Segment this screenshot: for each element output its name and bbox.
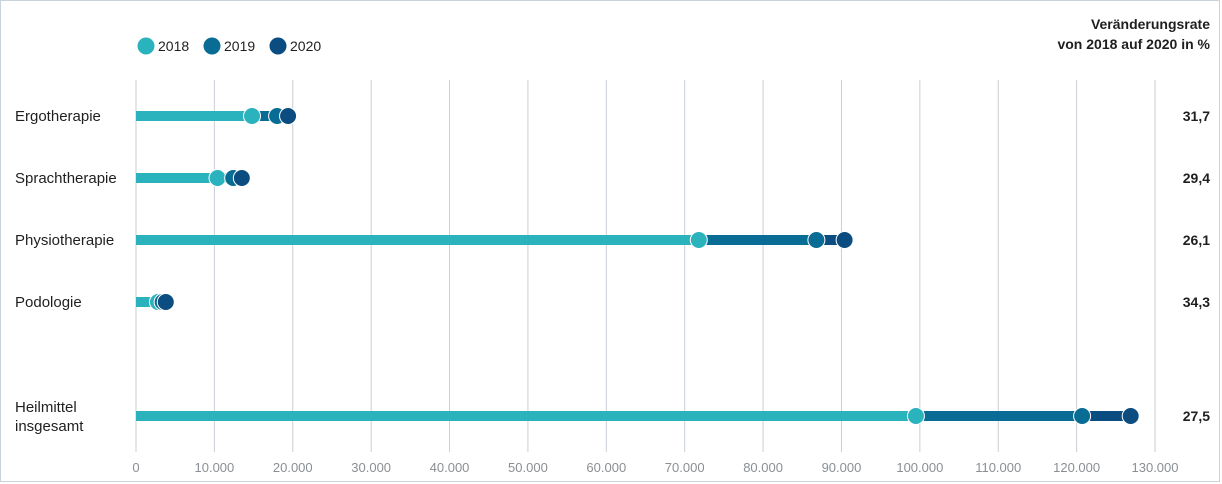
rate-header: Veränderungsrate von 2018 auf 2020 in % [1057,16,1210,52]
bar-segment-2018 [136,173,218,183]
x-tick-label: 60.000 [586,460,626,475]
x-tick-label: 70.000 [665,460,705,475]
x-tick-label: 10.000 [195,460,235,475]
bar-segment-2020 [816,235,845,245]
bar-segment-2018 [136,297,158,307]
x-tick-label: 100.000 [896,460,943,475]
category-label: Ergotherapie [15,108,101,125]
category-label: Sprachtherapie [15,170,117,187]
legend-label-2020: 2020 [290,38,321,54]
rate-value: 26,1 [1183,232,1210,248]
rate-value: 27,5 [1183,408,1210,424]
legend-marker-2020 [269,37,287,55]
legend-marker-2019 [203,37,221,55]
grid-lines [135,80,1156,452]
rate-value: 31,7 [1183,108,1210,124]
category-label: Podologie [15,294,82,311]
bar-segment-2018 [136,411,916,421]
dot-2020 [1121,407,1140,425]
rate-labels: 31,7 29,4 26,1 34,3 27,5 [1183,108,1210,424]
x-tick-label: 50.000 [508,460,548,475]
legend-label-2019: 2019 [224,38,255,54]
category-label: Heilmittel [15,399,77,416]
x-tick-label: 110.000 [975,460,1021,475]
dot-2019 [807,231,826,249]
x-tick-labels: 0 10.000 20.000 30.000 40.000 50.000 60.000 70.… [132,460,1178,475]
dot-2020 [156,293,175,311]
rate-header-line: Veränderungsrate [1091,16,1210,32]
legend-marker-2018 [137,37,155,55]
x-tick-label: 0 [132,460,139,475]
x-tick-label: 20.000 [273,460,313,475]
bar-segment-2019 [915,411,1083,421]
dot-2019 [1073,407,1092,425]
bar-segment-2019 [252,111,278,121]
legend-label-2018: 2018 [158,38,189,54]
x-tick-label: 130.000 [1132,460,1179,475]
dot-2018 [243,107,262,125]
x-tick-label: 40.000 [430,460,470,475]
x-tick-label: 80.000 [743,460,783,475]
rate-header-line: von 2018 auf 2020 in % [1057,36,1210,52]
bar-segment-2018 [136,235,699,245]
bars [136,111,1131,421]
bar-segment-2020 [1082,411,1131,421]
rate-value: 29,4 [1183,170,1210,186]
category-label: insgesamt [15,418,84,435]
x-tick-label: 120.000 [1053,460,1100,475]
dot-2020 [279,107,298,125]
legend: 2018 2019 2020 [137,37,321,55]
category-labels: Ergotherapie Sprachtherapie Physiotherapie… [15,108,117,435]
dot-2018 [208,169,227,187]
dot-2018 [906,407,925,425]
dot-2018 [689,231,708,249]
rate-value: 34,3 [1183,294,1210,310]
x-tick-label: 90.000 [822,460,862,475]
bar-segment-2018 [136,111,253,121]
bar-segment-2019 [698,235,817,245]
category-label: Physiotherapie [15,232,114,249]
dot-2020 [232,169,251,187]
dot-2020 [835,231,854,249]
dots [148,107,1140,425]
x-tick-label: 30.000 [351,460,391,475]
